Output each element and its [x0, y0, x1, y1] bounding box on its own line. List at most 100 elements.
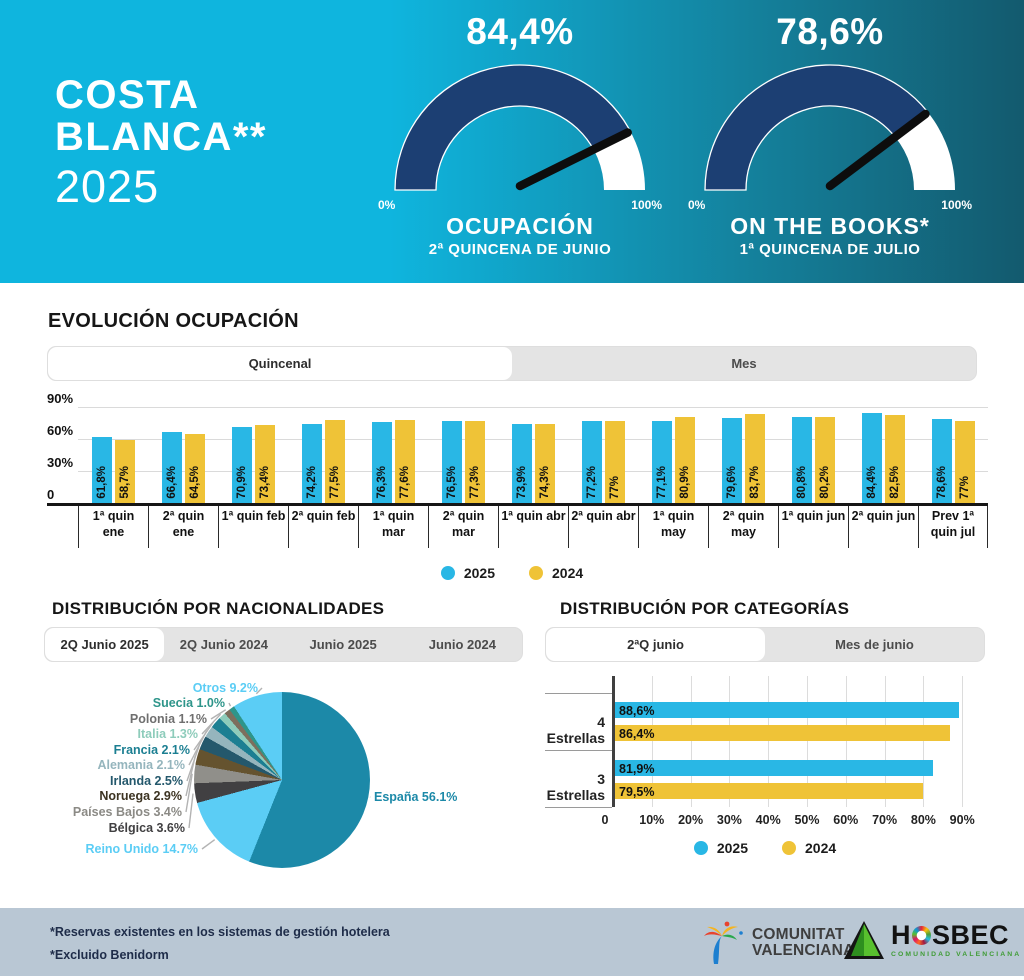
- x-axis-tick-label: 50%: [794, 813, 820, 827]
- pie-label-irlanda: Irlanda 2.5%: [110, 774, 183, 788]
- gauge-value: 84,4%: [466, 11, 574, 52]
- bar-2024: 74,3%: [534, 423, 555, 503]
- bar-value-label: 76,5%: [445, 466, 458, 499]
- bar-value-label: 77%: [608, 475, 621, 499]
- bar-value-label: 80,8%: [795, 466, 808, 499]
- gridline: [78, 407, 988, 408]
- title-line-1: COSTA: [55, 73, 200, 117]
- bar-value-label: 66,4%: [165, 466, 178, 499]
- legend-dot-2025: [440, 566, 455, 580]
- pie-label-suecia: Suecia 1.0%: [152, 696, 225, 710]
- gauge-needle: [825, 109, 930, 191]
- bar-2025: 84,4%: [861, 412, 882, 503]
- gauge-min-label: 0%: [378, 198, 396, 212]
- bar-2025: 77,1%: [651, 420, 672, 503]
- legend-item-2025: 2025: [440, 565, 495, 581]
- x-axis-tick-label: 80%: [910, 813, 936, 827]
- gridline: [923, 676, 925, 807]
- bar-group-9: 77,1% 80,9%: [638, 407, 708, 503]
- y-axis-tick-label: 60%: [47, 423, 74, 438]
- pie-label-otros: Otros 9.2%: [192, 681, 258, 695]
- pie-chart: [194, 692, 370, 868]
- gauge-ocupacion: 84,4% 0% 100% OCUPACIÓN 2ª QUINCENA DE J…: [375, 8, 665, 258]
- hosbec-ring-icon: [912, 926, 931, 945]
- footer-notes: *Reservas existentes en los sistemas de …: [50, 921, 390, 966]
- hosbec-logo: H SBEC COMUNIDAD VALENCIANA: [843, 920, 1021, 960]
- bar-2025: 76,3%: [371, 421, 392, 503]
- gauge-max-label: 100%: [631, 198, 662, 212]
- x-axis-category-label: 1ª quin feb: [218, 506, 288, 548]
- bar-value-label: 79,6%: [725, 466, 738, 499]
- gridline: [884, 676, 886, 807]
- x-axis-category-label: 1ª quin abr: [498, 506, 568, 548]
- x-axis-tick-label: 40%: [755, 813, 781, 827]
- bar-2025: 79,6%: [721, 418, 742, 503]
- footer-note-2: *Excluido Benidorm: [50, 947, 169, 962]
- legend-label-2024: 2024: [805, 840, 837, 856]
- gauge-subcaption: 1ª QUINCENA DE JULIO: [739, 241, 921, 258]
- legend-label-2025: 2025: [463, 565, 495, 581]
- gauge-on-the-books: 78,6% 0% 100% ON THE BOOKS* 1ª QUINCENA …: [685, 8, 975, 258]
- pie-leader-line: [228, 702, 232, 707]
- tab-junio-2024[interactable]: Junio 2024: [428, 637, 496, 652]
- bar-value-label: 82,5%: [888, 466, 901, 499]
- bar-2024: 77%: [604, 420, 625, 503]
- bar-group-2: 66,4% 64,5%: [148, 407, 218, 503]
- x-axis-tick-label: 70%: [872, 813, 898, 827]
- bar-value-label: 74,2%: [305, 466, 318, 499]
- tab-mes[interactable]: Mes: [731, 356, 757, 371]
- gridline: [78, 439, 988, 440]
- categories-y-axis: [612, 676, 615, 807]
- bar-2025: 73,9%: [511, 424, 532, 503]
- comunitat-valenciana-wordmark: COMUNITAT VALENCIANA: [752, 926, 855, 959]
- bar-value-label: 77,5%: [328, 466, 341, 499]
- gauge-max-label: 100%: [941, 198, 972, 212]
- gauge-value: 78,6%: [776, 11, 884, 52]
- x-axis-tick-label: 90%: [949, 813, 975, 827]
- category-label-3-estrellas: 3 Estrellas: [546, 771, 605, 803]
- tab-2q-junio-2024[interactable]: 2Q Junio 2024: [179, 637, 268, 652]
- bar-group-8: 77,2% 77%: [568, 407, 638, 503]
- evolution-bar-groups: 61,8% 58,7% 66,4% 64,5% 70,9% 73,4% 74,2% 77,5%…: [78, 407, 988, 503]
- bar-2024: 58,7%: [114, 440, 135, 503]
- tab-quincenal[interactable]: Quincenal: [48, 347, 512, 380]
- legend-dot-2025: [693, 841, 708, 855]
- bar-value-label: 78,6%: [935, 466, 948, 499]
- legend-item-2024: 2024: [782, 840, 836, 856]
- pie-label-noruega: Noruega 2.9%: [99, 789, 182, 803]
- bar-value-label: 83,7%: [748, 466, 761, 499]
- bar-2024: 77,6%: [394, 420, 415, 503]
- bar-2025: 74,2%: [301, 423, 322, 503]
- bar-2024: 86,4%: [615, 725, 951, 741]
- evolution-legend: 2025 2024: [0, 565, 1024, 581]
- bar-value-label: 81,9%: [619, 762, 655, 776]
- bar-2024: 64,5%: [184, 434, 205, 503]
- nationalities-tabbar: 2Q Junio 2025 2Q Junio 2024 Junio 2025 Juni…: [44, 627, 523, 662]
- palm-tree-icon: [704, 921, 743, 964]
- categories-bar-chart: 0 10% 20% 30% 40% 50% 60% 70% 80% 90% 4 Estrellas 8…: [545, 672, 985, 837]
- nationalities-pie-chart: Otros 9.2% Suecia 1.0% Polonia 1.1% Italia …: [44, 672, 523, 890]
- tab-2-q-junio[interactable]: 2ªQ junio: [546, 628, 765, 661]
- bar-2025: 81,9%: [615, 760, 933, 776]
- bar-group-7: 73,9% 74,3%: [498, 407, 568, 503]
- header-banner: COSTA BLANCA** 2025 84,4% 0% 100% OCUPAC…: [0, 0, 1024, 283]
- pie-leader-line: [201, 839, 216, 850]
- tab-junio-2025[interactable]: Junio 2025: [309, 637, 377, 652]
- gauge-scale: 0% 100%: [688, 198, 972, 212]
- bar-group-1: 61,8% 58,7%: [78, 407, 148, 503]
- gridline: [651, 676, 653, 807]
- y-axis-tick-label: 0: [47, 487, 55, 502]
- legend-item-2024: 2024: [529, 565, 583, 581]
- gauge-dial: [697, 58, 963, 196]
- tab-2q-junio-2025[interactable]: 2Q Junio 2025: [45, 628, 165, 661]
- pie-leader-lines: [185, 687, 371, 850]
- x-axis-category-label: 2ª quin jun: [848, 506, 918, 548]
- title-line-2: BLANCA**: [55, 115, 267, 159]
- x-axis-tick-label: 0: [601, 813, 609, 827]
- tab-mes-de-junio[interactable]: Mes de junio: [835, 637, 914, 652]
- bar-2025: 66,4%: [161, 432, 182, 503]
- gauge-caption: ON THE BOOKS*: [730, 213, 930, 239]
- comunitat-valenciana-logo: COMUNITAT VALENCIANA: [700, 920, 854, 966]
- categories-tabbar: 2ªQ junio Mes de junio: [545, 627, 985, 662]
- gauge-min-label: 0%: [688, 198, 706, 212]
